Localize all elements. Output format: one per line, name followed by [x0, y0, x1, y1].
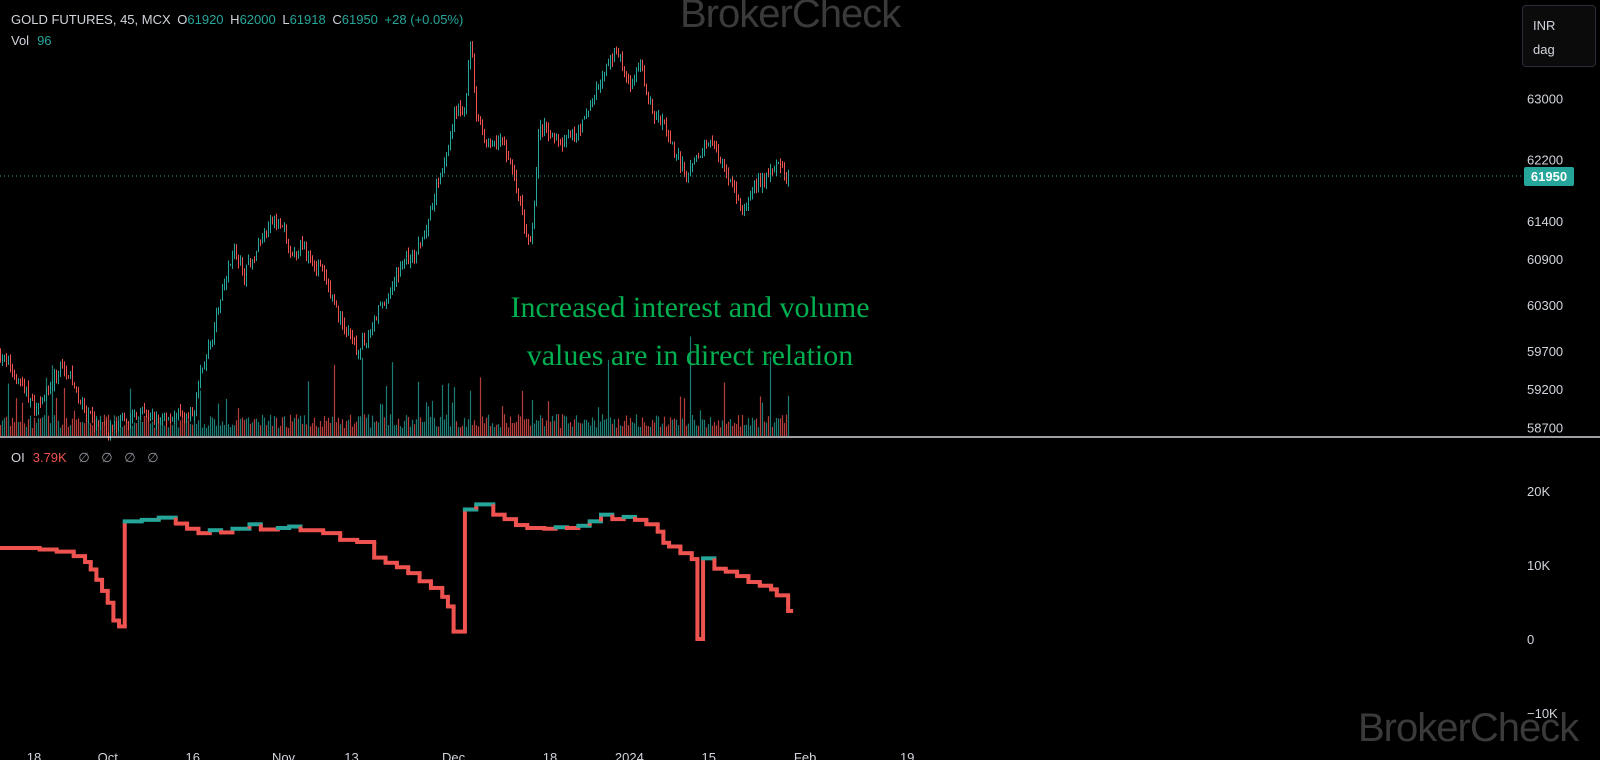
oi-tick-label: 0	[1527, 632, 1534, 647]
change-value: +28 (+0.05%)	[384, 12, 464, 27]
volume-value: 96	[37, 33, 52, 48]
oi-na-value: ∅	[78, 450, 90, 465]
price-candles	[0, 41, 789, 441]
high-value: 62000	[239, 12, 276, 27]
price-tick-label: 61400	[1527, 214, 1563, 229]
time-tick-label: 18	[543, 750, 557, 760]
close-value: 61950	[341, 12, 378, 27]
oi-na-value: ∅	[147, 450, 159, 465]
annotation-line-2: values are in direct relation	[526, 339, 854, 372]
price-axis[interactable]: 58700 59200 59700 60300 60900 61400 62200 63000	[1527, 91, 1563, 435]
time-tick-label: 15	[702, 750, 716, 760]
time-tick-label: 16	[186, 750, 200, 760]
oi-line	[0, 502, 794, 641]
time-tick-label: 13	[344, 750, 358, 760]
open-label: O	[177, 12, 188, 27]
time-tick-label: 19	[900, 750, 914, 760]
chart-annotation: Increased interest and volume values are…	[440, 284, 940, 380]
time-axis[interactable]: 18 Oct 16 Nov 13 Dec 18 2024 15 Feb 19	[27, 750, 915, 760]
volume-legend: Vol 96	[11, 33, 55, 48]
volume-bars	[0, 336, 790, 436]
price-tick-label: 60300	[1527, 298, 1563, 313]
oi-tick-label: 10K	[1527, 558, 1550, 573]
currency-period: dag	[1533, 42, 1555, 57]
time-tick-label: 18	[27, 750, 41, 760]
currency-selector[interactable]: INR dag	[1522, 5, 1596, 67]
open-value: 61920	[187, 12, 224, 27]
close-label: C	[332, 12, 342, 27]
low-value: 61918	[289, 12, 326, 27]
price-tick-label: 59200	[1527, 382, 1563, 397]
annotation-line-1: Increased interest and volume	[510, 291, 870, 324]
time-tick-label: 2024	[615, 750, 644, 760]
oi-label[interactable]: OI	[11, 450, 25, 465]
price-tick-label: 59700	[1527, 344, 1563, 359]
oi-legend: OI 3.79K ∅ ∅ ∅ ∅	[11, 450, 162, 466]
symbol-title[interactable]: GOLD FUTURES, 45, MCX	[11, 12, 171, 27]
oi-na-value: ∅	[124, 450, 136, 465]
time-tick-label: Oct	[98, 750, 119, 760]
watermark-bottom: BrokerCheck	[1358, 706, 1579, 750]
low-label: L	[282, 12, 290, 27]
time-tick-label: Dec	[442, 750, 466, 760]
watermark-top: BrokerCheck	[680, 0, 901, 36]
high-label: H	[230, 12, 240, 27]
time-tick-label: Nov	[272, 750, 296, 760]
currency-code: INR	[1533, 18, 1556, 33]
oi-tick-label: −10K	[1527, 706, 1558, 721]
time-tick-label: Feb	[794, 750, 816, 760]
oi-value: 3.79K	[32, 450, 67, 465]
oi-na-value: ∅	[101, 450, 113, 465]
oi-axis[interactable]: −10K 0 10K 20K	[1527, 484, 1558, 721]
price-legend: GOLD FUTURES, 45, MCX O61920 H62000 L619…	[11, 12, 466, 27]
oi-tick-label: 20K	[1527, 484, 1550, 499]
price-tick-label: 60900	[1527, 252, 1563, 267]
last-price-tag: 61950	[1524, 167, 1574, 186]
volume-label[interactable]: Vol	[11, 33, 30, 48]
price-tick-label: 62200	[1527, 153, 1563, 168]
price-tick-label: 58700	[1527, 420, 1563, 435]
price-tick-label: 63000	[1527, 91, 1563, 106]
